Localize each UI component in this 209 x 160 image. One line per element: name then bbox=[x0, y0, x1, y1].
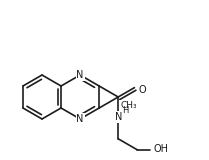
Text: N: N bbox=[115, 112, 122, 122]
Text: O: O bbox=[138, 85, 146, 95]
Text: N: N bbox=[76, 70, 84, 80]
Text: N: N bbox=[76, 114, 84, 124]
Text: CH₃: CH₃ bbox=[120, 101, 137, 110]
Text: OH: OH bbox=[153, 144, 168, 154]
Text: H: H bbox=[122, 106, 129, 115]
